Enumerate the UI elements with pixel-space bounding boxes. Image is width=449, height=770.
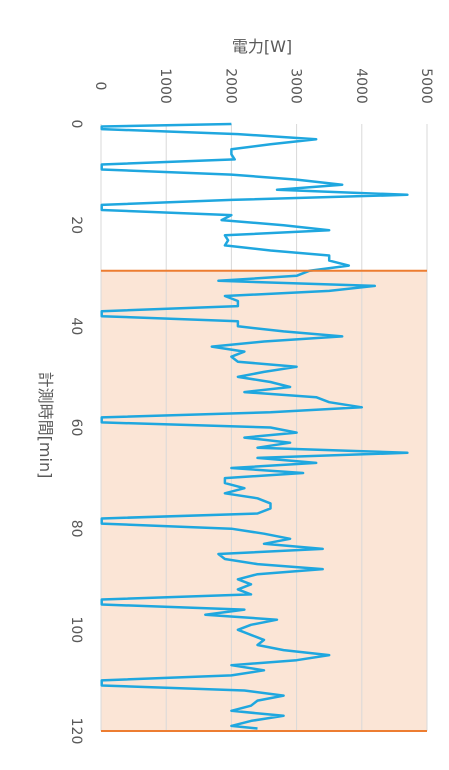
x-tick-label: 80 — [68, 520, 84, 538]
series-line — [100, 122, 409, 730]
y-tick-label: 5000 — [418, 68, 434, 104]
y-tick-label: 2000 — [222, 68, 238, 104]
x-tick-label: 120 — [68, 718, 84, 745]
y-tick-label: 4000 — [353, 68, 369, 104]
x-tick-label: 0 — [68, 120, 84, 129]
highlight-edge-layer — [101, 269, 427, 732]
x-tick-labels: 0 20 40 60 80 100 120 — [68, 120, 84, 745]
y-tick-labels: 0 1000 2000 3000 4000 5000 — [92, 68, 434, 104]
x-axis-label: 計測時間[min] — [36, 372, 55, 479]
series-layer — [100, 122, 409, 730]
y-tick-label: 1000 — [157, 68, 173, 104]
y-axis-label: 電力[W] — [232, 37, 292, 56]
x-tick-label: 40 — [68, 317, 84, 335]
x-tick-label: 60 — [68, 419, 84, 437]
y-tick-label: 3000 — [288, 68, 304, 104]
y-tick-label: 0 — [92, 82, 108, 91]
x-tick-label: 100 — [68, 616, 84, 643]
x-tick-label: 20 — [68, 216, 84, 234]
